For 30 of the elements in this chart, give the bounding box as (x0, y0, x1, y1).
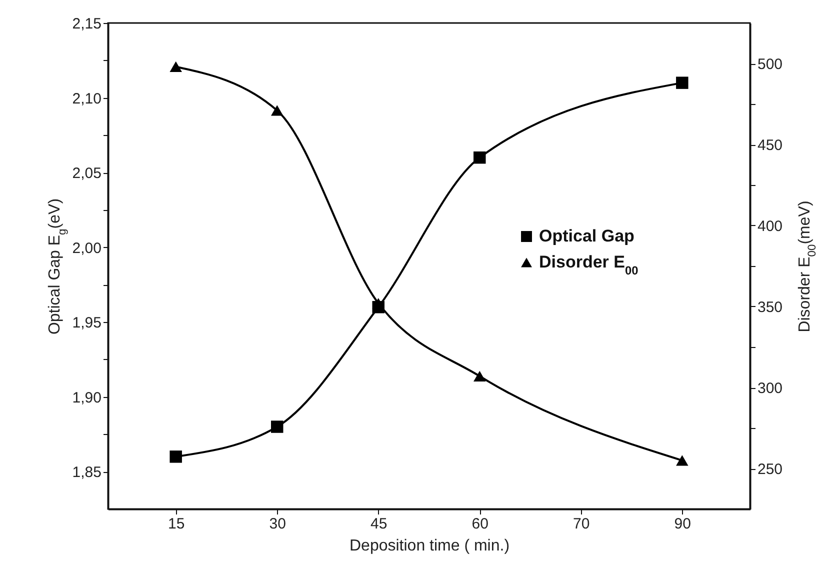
point (170, 450, 182, 463)
point (270, 420, 284, 433)
point (676, 455, 688, 466)
y-tick-label: 2,15 (72, 16, 102, 32)
x-tick-label: 70 (573, 516, 590, 532)
point (270, 105, 284, 116)
y-tick-label: 1,95 (72, 314, 102, 332)
x-tick-label: 90 (674, 516, 691, 532)
y2-tick-label: 250 (758, 461, 783, 478)
legend-label: Optical Gap (539, 226, 634, 246)
x-axis-title: Deposition time ( min.) (349, 538, 510, 554)
y2-tick-label: 450 (758, 137, 783, 154)
y-tick-label: 1,85 (72, 464, 102, 482)
x-tick-label: 30 (269, 516, 286, 532)
x-tick-label: 60 (472, 516, 488, 532)
point (474, 370, 486, 382)
y2-tick-label: 350 (758, 299, 783, 316)
y2-tick-label: 400 (758, 218, 783, 235)
y-tick-label: 2,00 (72, 240, 102, 257)
y-tick-label: 2,05 (72, 165, 102, 182)
y-tick-label: 1,90 (72, 389, 102, 406)
x-tick-label: 45 (370, 516, 388, 532)
x-tick-label: 15 (168, 516, 185, 532)
point (676, 76, 688, 89)
point (474, 151, 486, 164)
point (170, 61, 182, 72)
legend-label: Disorder E$_{00}$ (539, 252, 639, 278)
y2-tick-label: 300 (758, 380, 783, 397)
y2-tick-label: 500 (758, 56, 783, 73)
y-tick-label: 2,10 (72, 90, 102, 108)
